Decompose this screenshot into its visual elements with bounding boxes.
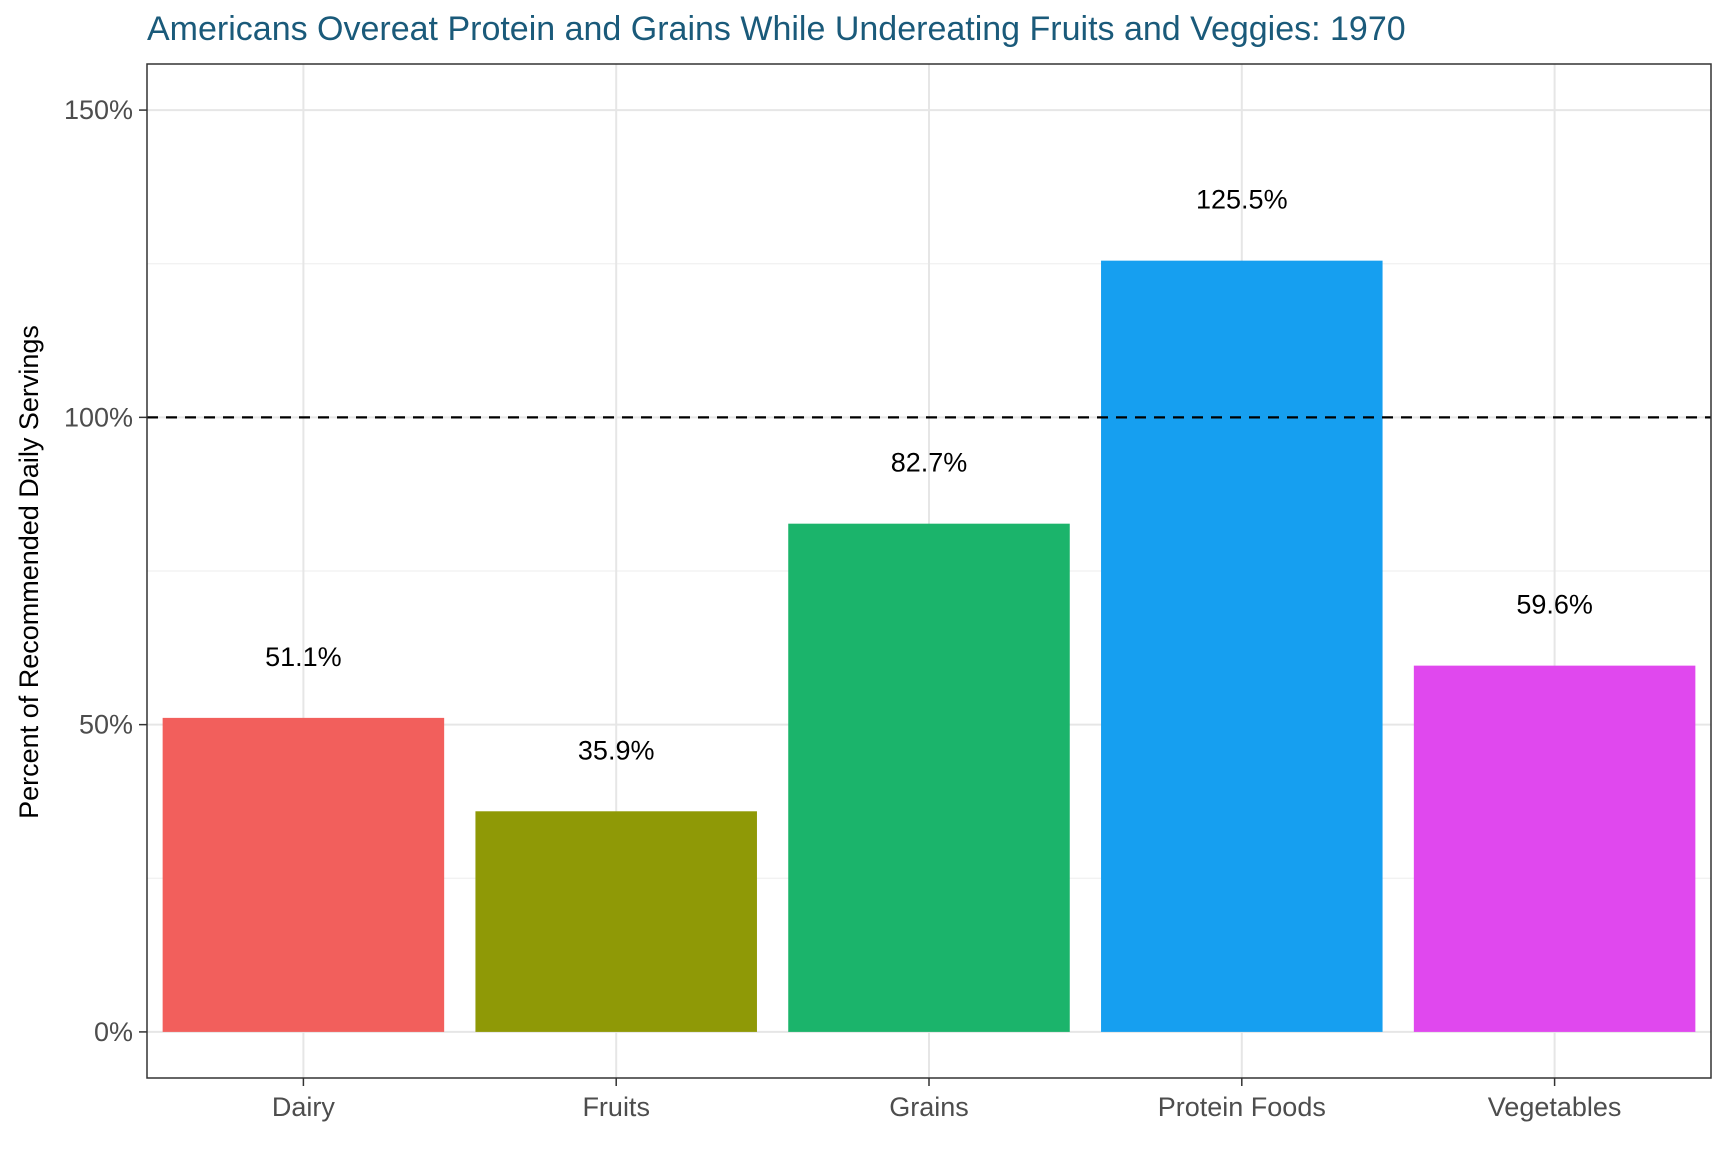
x-tick-label: Protein Foods	[1158, 1092, 1326, 1122]
bars	[162, 260, 1696, 1032]
data-labels: 51.1% 35.9% 82.7% 125.5% 59.6%	[265, 185, 1593, 766]
data-label: 59.6%	[1516, 590, 1593, 620]
chart-title: Americans Overeat Protein and Grains Whi…	[147, 10, 1406, 48]
axes: 0% 50% 100% 150% Dairy Fruits Grains Protein Fo…	[64, 95, 1621, 1122]
x-tick-label: Fruits	[582, 1092, 650, 1122]
bar-vegetables	[1413, 665, 1696, 1032]
x-tick-label: Vegetables	[1488, 1092, 1622, 1122]
data-label: 125.5%	[1196, 185, 1288, 215]
bar-dairy	[162, 717, 445, 1032]
x-tick-label: Grains	[889, 1092, 969, 1122]
x-tick-label: Dairy	[272, 1092, 336, 1122]
data-label: 35.9%	[578, 735, 655, 765]
y-tick-label: 50%	[79, 710, 133, 740]
panel-border	[146, 63, 1712, 1079]
bar-grains	[788, 523, 1070, 1032]
bar-fruits	[475, 811, 757, 1032]
y-axis-title: Percent of Recommended Daily Servings	[14, 325, 44, 819]
y-tick-label: 0%	[94, 1017, 133, 1047]
data-label: 51.1%	[265, 642, 342, 672]
bar-protein-foods	[1101, 260, 1383, 1032]
y-tick-label: 150%	[64, 95, 133, 125]
data-label: 82.7%	[891, 448, 968, 478]
y-tick-label: 100%	[64, 402, 133, 432]
